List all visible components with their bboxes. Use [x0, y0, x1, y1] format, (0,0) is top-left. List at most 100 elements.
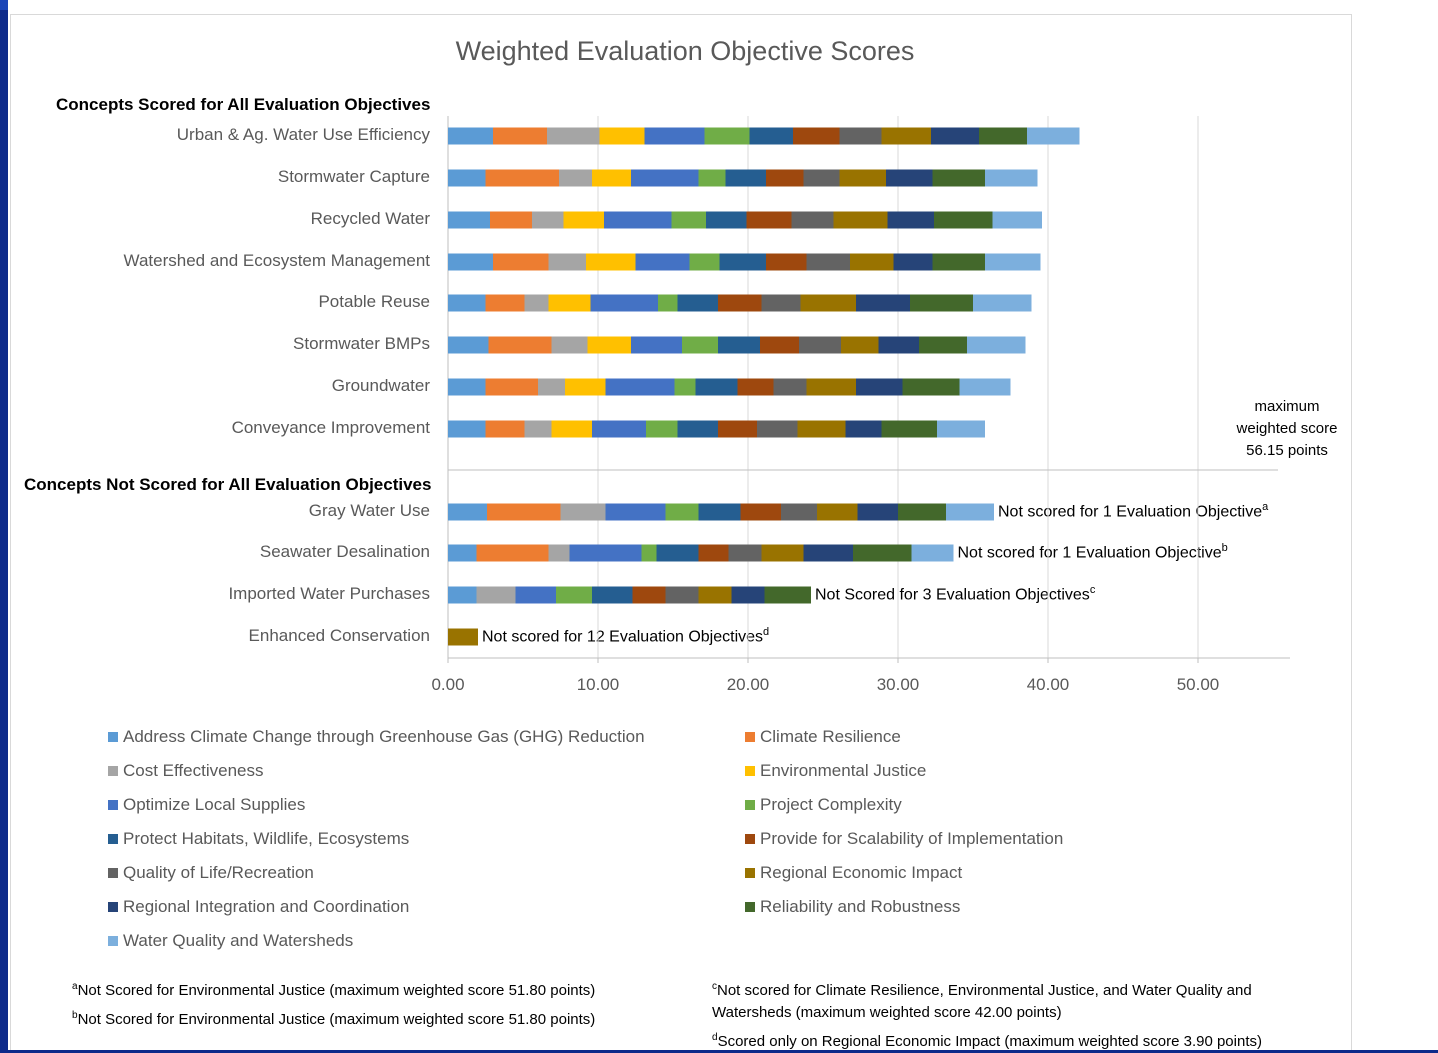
- bar-segment: [689, 253, 720, 271]
- max-score-line-2: weighted score: [1236, 420, 1338, 437]
- legend-swatch: [108, 765, 118, 776]
- bar-segment: [803, 544, 853, 562]
- bar-segment: [881, 127, 931, 145]
- footnote-d-text: Scored only on Regional Economic Impact …: [717, 1033, 1262, 1050]
- legend-swatch: [745, 731, 755, 742]
- section-heading-scored: Concepts Scored for All Evaluation Objec…: [56, 95, 431, 114]
- category-label: Stormwater BMPs: [293, 334, 430, 353]
- bar-segment: [605, 503, 666, 521]
- bar-segment: [761, 544, 804, 562]
- bar-note-mark: c: [1089, 584, 1096, 596]
- legend-label: Protect Habitats, Wildlife, Ecosystems: [123, 829, 410, 848]
- bar-segment: [766, 169, 804, 187]
- bar-segment: [515, 586, 556, 604]
- bar-segment: [488, 336, 552, 354]
- bar-note-mark: b: [1221, 542, 1228, 554]
- bar-segment: [551, 336, 588, 354]
- bar-segment: [919, 336, 967, 354]
- legend-swatch: [108, 799, 118, 810]
- bar-segment: [845, 420, 882, 438]
- legend-label: Environmental Justice: [760, 761, 927, 780]
- category-label: Potable Reuse: [318, 292, 430, 311]
- bar-segment: [674, 378, 696, 396]
- bar-segment: [706, 211, 747, 229]
- bar-segment: [490, 211, 532, 229]
- legend-swatch: [745, 867, 755, 878]
- bar-segment: [448, 211, 490, 229]
- bar-segment: [902, 378, 960, 396]
- x-tick-label: 20.00: [727, 675, 770, 694]
- bar-segment: [839, 127, 882, 145]
- legend-label: Regional Integration and Coordination: [123, 897, 410, 916]
- bar-segment: [856, 378, 903, 396]
- category-label: Groundwater: [331, 376, 430, 395]
- bar-segment: [698, 169, 726, 187]
- legend-item: Water Quality and Watersheds: [108, 931, 353, 951]
- category-label: Imported Water Purchases: [228, 584, 430, 603]
- bar-segment: [695, 378, 738, 396]
- bar-segment: [725, 169, 766, 187]
- max-score-line-1: maximum: [1254, 398, 1320, 415]
- category-label: Gray Water Use: [308, 501, 430, 520]
- bar-note: Not scored for 1 Evaluation Objectiveb: [958, 542, 1228, 562]
- bar-segment: [476, 544, 549, 562]
- bar-note-text: Not Scored for 3 Evaluation Objectives: [815, 586, 1090, 604]
- legend-swatch: [745, 901, 755, 912]
- bar-segment: [886, 169, 933, 187]
- bar-segment: [551, 420, 592, 438]
- bar-segment: [803, 169, 840, 187]
- bar-note: Not Scored for 3 Evaluation Objectivesc: [815, 584, 1095, 604]
- footnote-c-text: Not scored for Climate Resilience, Envir…: [712, 982, 1252, 1021]
- bar-note-text: Not scored for 1 Evaluation Objective: [998, 503, 1263, 521]
- bar-segment: [538, 378, 565, 396]
- bar-segment: [737, 378, 774, 396]
- legend-label: Provide for Scalability of Implementatio…: [760, 829, 1064, 848]
- footnote-d: dScored only on Regional Economic Impact…: [712, 1032, 1262, 1050]
- legend-swatch: [108, 901, 118, 912]
- bar-segment: [973, 294, 1032, 312]
- bar-segment: [746, 211, 792, 229]
- bar-segment: [934, 211, 993, 229]
- bar-segment: [592, 420, 646, 438]
- bar-segment: [806, 378, 856, 396]
- category-label: Recycled Water: [310, 209, 430, 228]
- bar-segment: [728, 544, 762, 562]
- category-label: Stormwater Capture: [277, 167, 430, 186]
- bar-segment: [448, 378, 486, 396]
- bar-segment: [719, 253, 766, 271]
- legend-swatch: [108, 867, 118, 878]
- bar-segment: [781, 503, 817, 521]
- bar-segment: [833, 211, 888, 229]
- bar-segment: [644, 127, 705, 145]
- bar-segment: [839, 169, 886, 187]
- category-label: Enhanced Conservation: [248, 626, 430, 645]
- legend-label: Quality of Life/Recreation: [123, 863, 314, 882]
- bar-segment: [565, 378, 606, 396]
- bar-segment: [485, 420, 525, 438]
- bar-segment: [587, 336, 631, 354]
- category-label: Conveyance Improvement: [231, 418, 430, 437]
- bar-segment: [632, 586, 666, 604]
- bar-segment: [911, 544, 954, 562]
- legend-item: Quality of Life/Recreation: [108, 863, 314, 883]
- chart-title: Weighted Evaluation Objective Scores: [455, 36, 915, 66]
- section-heading-not-scored: Concepts Not Scored for All Evaluation O…: [24, 475, 432, 494]
- bar-segment: [556, 586, 592, 604]
- bar-segment: [448, 420, 486, 438]
- bar-segment: [985, 253, 1041, 271]
- legend-label: Optimize Local Supplies: [123, 795, 306, 814]
- bar-note: Not scored for 1 Evaluation Objectivea: [998, 501, 1268, 521]
- bar-segment: [590, 294, 658, 312]
- legend-swatch: [745, 833, 755, 844]
- category-label: Watershed and Ecosystem Management: [123, 251, 430, 270]
- bar-segment: [658, 294, 678, 312]
- legend-item: Project Complexity: [745, 795, 902, 815]
- bar-segment: [448, 586, 477, 604]
- bar-segment: [641, 544, 657, 562]
- bar-segment: [791, 211, 834, 229]
- legend-item: Address Climate Change through Greenhous…: [108, 727, 645, 747]
- bar-segment: [493, 127, 547, 145]
- bar-segment: [749, 127, 793, 145]
- legend-item: Regional Integration and Coordination: [108, 897, 409, 917]
